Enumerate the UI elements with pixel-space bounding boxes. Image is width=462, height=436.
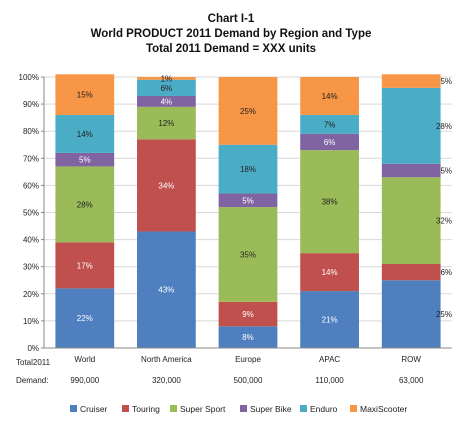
bar-data-label: 14% — [322, 268, 338, 277]
y-tick-label: 100% — [19, 73, 39, 82]
bar-segment — [382, 88, 441, 164]
y-tick-label: 60% — [23, 181, 39, 190]
y-tick-label: 20% — [23, 290, 39, 299]
y-axis-ticks: 0% 10% 20% 30% 40% 50% 60% 70% 80% 90% 100% — [19, 73, 44, 353]
legend-entry: Enduro — [310, 404, 338, 414]
bar-data-label: 22% — [77, 314, 93, 323]
bar-data-label: 32% — [436, 217, 452, 226]
bar-data-label: 9% — [242, 310, 254, 319]
bar-segment — [382, 74, 441, 88]
legend-entry: Super Bike — [250, 404, 292, 414]
bar-data-label: 5% — [440, 166, 452, 175]
chart-title-block: Chart I-1 World PRODUCT 2011 Demand by R… — [0, 12, 462, 57]
x-category-label: World — [74, 355, 95, 364]
y-tick-label: 90% — [23, 100, 39, 109]
bar-data-label: 8% — [242, 333, 254, 342]
y-tick-label: 40% — [23, 236, 39, 245]
demand-value: 110,000 — [315, 376, 344, 385]
bar-data-label: 5% — [440, 77, 452, 86]
bar-data-label: 5% — [79, 156, 91, 165]
bar-data-label: 6% — [440, 268, 452, 277]
x-category-label: ROW — [401, 355, 421, 364]
demand-value: 320,000 — [152, 376, 181, 385]
y-tick-label: 10% — [23, 317, 39, 326]
bar-data-label: 28% — [77, 200, 93, 209]
legend-entry: Touring — [132, 404, 160, 414]
bar-segment — [382, 177, 441, 264]
legend-entry: Super Sport — [180, 404, 226, 414]
chart-title: Chart I-1 — [0, 12, 462, 27]
demand-value: 990,000 — [70, 376, 99, 385]
legend-swatch — [70, 405, 77, 412]
legend-swatch — [300, 405, 307, 412]
demand-label-1: Total2011 — [16, 358, 51, 367]
demand-label-2: Demand: — [16, 376, 48, 385]
bar-data-label: 15% — [77, 91, 93, 100]
bar-data-label: 5% — [242, 196, 254, 205]
y-tick-label: 80% — [23, 127, 39, 136]
legend: Cruiser Touring Super Sport Super Bike Endur… — [70, 404, 407, 414]
bar-data-label: 34% — [158, 181, 174, 190]
bar-segment — [382, 280, 441, 348]
y-tick-label: 30% — [23, 263, 39, 272]
x-category-label: APAC — [319, 355, 340, 364]
demand-value: 500,000 — [234, 376, 263, 385]
bar-data-label: 6% — [324, 138, 336, 147]
chart-subtitle: World PRODUCT 2011 Demand by Region and … — [0, 27, 462, 42]
y-tick-label: 0% — [27, 344, 39, 353]
bar-data-label: 28% — [436, 122, 452, 131]
bar-data-label: 43% — [158, 286, 174, 295]
chart-subtitle-2: Total 2011 Demand = XXX units — [0, 42, 462, 57]
x-category-label: North America — [141, 355, 192, 364]
bar-data-label: 12% — [158, 119, 174, 128]
bar-data-label: 1% — [161, 74, 173, 83]
legend-swatch — [170, 405, 177, 412]
legend-swatch — [122, 405, 129, 412]
bar-data-label: 7% — [324, 120, 336, 129]
legend-entry: MaxiScooter — [360, 404, 407, 414]
legend-entry: Cruiser — [80, 404, 108, 414]
bar-data-label: 21% — [322, 316, 338, 325]
x-category-label: Europe — [235, 355, 261, 364]
demand-value: 63,000 — [399, 376, 424, 385]
bar-data-label: 25% — [436, 310, 452, 319]
x-axis-categories: World North America Europe APAC ROW — [74, 355, 421, 364]
bar-data-label: 4% — [161, 97, 173, 106]
bar-data-label: 14% — [322, 92, 338, 101]
bars: 22%17%28%5%14%15%43%34%12%4%6%1%8%9%35%5… — [55, 74, 452, 348]
bar-data-label: 35% — [240, 251, 256, 260]
legend-swatch — [240, 405, 247, 412]
bar-segment — [382, 164, 441, 178]
bar-data-label: 6% — [161, 84, 173, 93]
legend-swatch — [350, 405, 357, 412]
bar-data-label: 17% — [77, 261, 93, 270]
y-tick-label: 70% — [23, 154, 39, 163]
bar-segment — [382, 264, 441, 280]
bar-data-label: 25% — [240, 107, 256, 116]
bar-data-label: 14% — [77, 130, 93, 139]
y-tick-label: 50% — [23, 209, 39, 218]
bar-data-label: 38% — [322, 198, 338, 207]
bar-data-label: 18% — [240, 165, 256, 174]
